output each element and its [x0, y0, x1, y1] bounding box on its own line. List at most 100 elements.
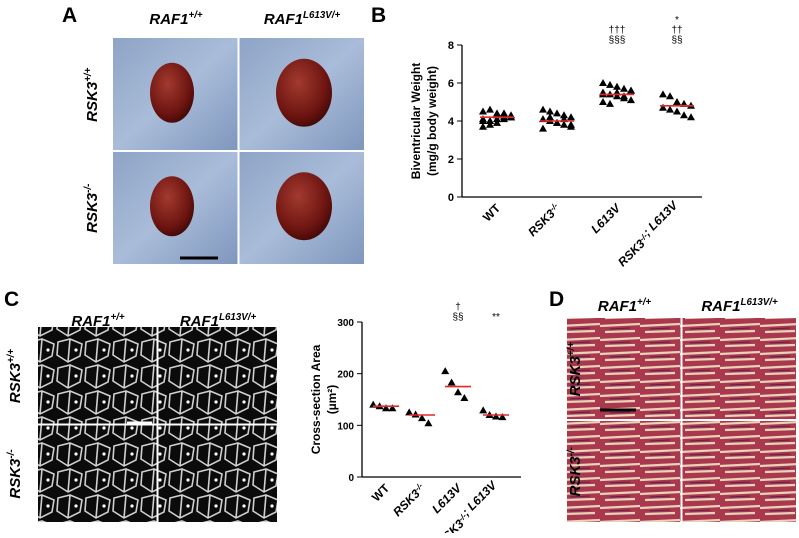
panel-letter: C: [4, 288, 19, 311]
data-point: [567, 120, 575, 128]
data-point: [492, 412, 500, 420]
data-point: [673, 98, 681, 105]
data-point: [460, 393, 469, 401]
image-tile: [38, 425, 157, 522]
image-tile: [38, 327, 157, 424]
data-point: [411, 410, 420, 418]
data-point: [687, 113, 695, 121]
label-part: -/-: [548, 201, 560, 213]
data-point: [599, 98, 607, 105]
data-point: [567, 113, 575, 121]
data-point: [382, 404, 390, 412]
panel-letter: A: [62, 4, 77, 27]
data-point: [659, 103, 667, 111]
heart: [150, 62, 194, 123]
label-base: RAF1: [701, 298, 740, 315]
condition-label: RAF1L613V/+: [701, 297, 778, 315]
data-point: [493, 118, 501, 126]
image-tile: [682, 420, 796, 522]
y-tick-label: 2: [448, 154, 454, 166]
data-point: [454, 388, 462, 396]
data-point: [447, 378, 456, 386]
x-tick-label: L613V: [588, 201, 624, 237]
image-tile: [158, 327, 277, 424]
data-point: [486, 120, 494, 128]
data-point: [498, 413, 507, 421]
label-base: RSK3: [567, 356, 584, 397]
label-part: WT: [369, 481, 393, 505]
significance: §§§: [609, 35, 626, 46]
label-base: RAF1: [180, 313, 219, 330]
data-point: [486, 105, 494, 113]
data-point: [486, 117, 494, 124]
label-part: L613V: [429, 481, 465, 517]
label-sup: L613V/+: [219, 312, 256, 323]
data-point: [546, 107, 554, 115]
significance: §§: [452, 312, 463, 323]
condition-label: RSK3+/+: [6, 349, 24, 403]
label-base: RSK3: [84, 81, 101, 122]
condition-label: RSK3-/-: [6, 449, 24, 498]
condition-label: RAF1L613V/+: [264, 10, 341, 28]
y-tick-label: 0: [448, 192, 454, 204]
significance: **: [492, 312, 500, 323]
condition-label: RSK3+/+: [83, 67, 101, 121]
data-point: [560, 111, 568, 119]
y-tick-label: 8: [448, 40, 454, 52]
label-sup: -/-: [83, 184, 94, 193]
data-point: [539, 105, 547, 113]
image-tile: [567, 318, 681, 420]
y-tick-label: 300: [337, 318, 354, 329]
x-tick-label: L613V: [429, 481, 465, 517]
condition-label: RAF1+/+: [149, 10, 203, 28]
panel-letter: D: [549, 288, 564, 311]
y-axis-label: Cross-section Area: [309, 344, 323, 454]
data-point: [680, 111, 688, 119]
label-sup: L613V/+: [303, 10, 340, 21]
label-base: RSK3: [567, 456, 584, 497]
condition-label: RAF1+/+: [598, 297, 652, 315]
data-point: [424, 419, 433, 427]
label-base: RAF1: [598, 298, 637, 315]
label-part: -/-: [638, 231, 650, 243]
x-tick-label: WT: [369, 481, 393, 505]
y-axis-label: (µm²): [325, 385, 339, 415]
data-point: [441, 367, 450, 375]
label-part: ; L613V: [459, 478, 500, 519]
data-point: [606, 99, 614, 107]
heart: [276, 172, 332, 241]
data-point: [479, 117, 487, 124]
x-tick-label: RSK3-/-: [390, 481, 428, 519]
label-part: -/-: [413, 481, 425, 493]
y-tick-label: 100: [337, 421, 354, 432]
data-point: [606, 80, 614, 88]
significance: §§: [671, 35, 682, 46]
data-point: [553, 118, 561, 126]
label-sup: +/+: [83, 67, 94, 81]
y-axis-label: (mg/g body weight): [425, 66, 439, 176]
condition-label: RAF1+/+: [71, 312, 125, 330]
data-point: [418, 414, 426, 422]
panel-letter: B: [371, 4, 386, 27]
data-point: [479, 122, 487, 130]
significance: ††: [671, 25, 682, 36]
image-tile: [158, 425, 277, 522]
condition-label: RSK3-/-: [83, 184, 101, 233]
data-point: [620, 84, 628, 92]
data-point: [388, 404, 397, 412]
data-point: [500, 115, 508, 123]
image-tile: [682, 318, 796, 420]
condition-label: RSK3-/-: [566, 447, 584, 496]
data-point: [666, 105, 674, 113]
label-part: WT: [480, 201, 504, 225]
label-base: RSK3: [7, 362, 24, 403]
data-point: [627, 86, 635, 94]
data-point: [659, 90, 667, 98]
image-tile: [567, 420, 681, 522]
x-tick-label: RSK3-/-: [525, 201, 563, 239]
label-sup: +/+: [111, 312, 125, 323]
y-tick-label: 200: [337, 370, 354, 381]
data-point: [500, 109, 508, 117]
y-axis-label: Biventricular Weight: [409, 63, 423, 179]
